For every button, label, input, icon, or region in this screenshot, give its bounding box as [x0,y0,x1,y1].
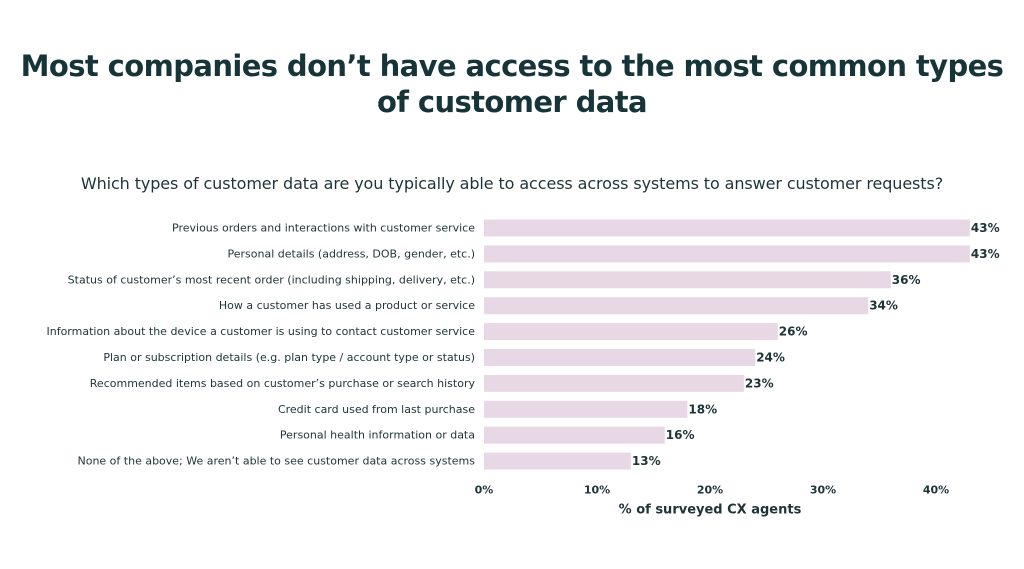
chart-title-line-2: of customer data [377,85,648,119]
chart-title: Most companies don’t have access to the … [0,48,1024,120]
x-tick-label: 20% [697,484,723,497]
x-axis-title: % of surveyed CX agents [619,503,802,518]
bar [484,219,970,237]
bar [484,374,744,392]
x-tick-label: 10% [584,484,610,497]
value-label: 43% [971,247,1000,261]
x-tick-label: 0% [475,484,494,497]
bar [484,426,665,444]
category-label: Plan or subscription details (e.g. plan … [103,351,475,364]
bar [484,349,756,366]
bar [484,323,778,341]
category-label: How a customer has used a product or ser… [219,299,475,312]
x-tick-label: 40% [923,484,949,497]
category-label: Personal details (address, DOB, gender, … [228,247,475,260]
bar [484,297,869,315]
value-label: 34% [869,299,898,313]
value-label: 16% [666,428,695,442]
x-tick-label: 30% [810,484,836,497]
chart-title-line-1: Most companies don’t have access to the … [20,49,1004,83]
category-label: Information about the device a customer … [46,325,475,338]
value-label: 43% [971,221,1000,235]
bar [484,400,688,418]
value-label: 24% [756,351,785,365]
bar [484,271,891,289]
bar [484,245,970,263]
value-label: 26% [779,325,808,339]
bar [484,452,631,470]
category-label: Recommended items based on customer’s pu… [90,377,476,390]
survey-question: Which types of customer data are you typ… [80,174,944,193]
value-label: 36% [892,273,921,287]
value-label: 18% [688,402,717,416]
category-label: None of the above; We aren’t able to see… [77,455,475,468]
category-label: Personal health information or data [280,429,475,442]
category-label: Previous orders and interactions with cu… [172,222,475,235]
category-label: Status of customer’s most recent order (… [68,273,475,286]
value-label: 23% [745,376,774,390]
category-label: Credit card used from last purchase [278,403,475,416]
value-label: 13% [632,454,661,468]
